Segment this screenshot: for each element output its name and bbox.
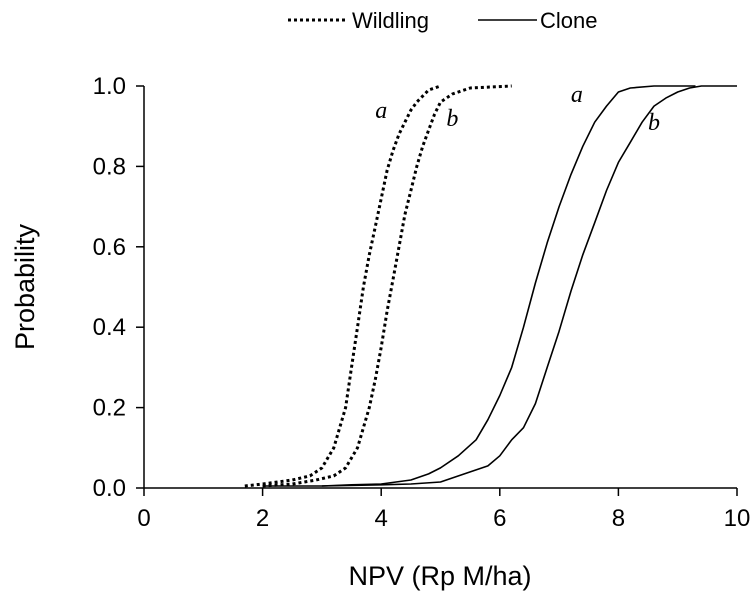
x-tick-label: 0 — [137, 505, 150, 532]
curve-label-clone-a: a — [571, 82, 583, 108]
y-ticks: 0.0 0.2 0.4 0.6 0.8 1.0 — [93, 73, 144, 502]
x-tick-label: 2 — [256, 505, 269, 532]
y-tick-label: 0.0 — [93, 475, 126, 502]
curve-label-clone-b: b — [648, 110, 660, 136]
y-tick-label: 1.0 — [93, 73, 126, 100]
series-clone-a — [262, 85, 696, 487]
curve-label-wildling-b: b — [446, 106, 458, 132]
y-axis-title: Probability — [10, 223, 40, 350]
y-tick-label: 0.2 — [93, 395, 126, 422]
series-clone-b — [321, 85, 737, 487]
legend: Wildling Clone — [288, 8, 597, 33]
series-wildling-b — [262, 84, 512, 488]
legend-label-wildling: Wildling — [352, 8, 429, 33]
legend-label-clone: Clone — [540, 8, 597, 33]
y-tick-label: 0.6 — [93, 234, 126, 261]
series-wildling-a — [244, 84, 441, 488]
x-tick-label: 6 — [493, 505, 506, 532]
x-tick-label: 4 — [375, 505, 388, 532]
x-tick-label: 10 — [724, 505, 751, 532]
axes — [143, 86, 737, 489]
series-layer — [244, 84, 737, 488]
x-tick-label: 8 — [612, 505, 625, 532]
x-ticks: 0 2 4 6 8 10 — [137, 488, 750, 532]
y-tick-label: 0.8 — [93, 153, 126, 180]
curve-labels: a b a b — [375, 82, 660, 136]
y-tick-label: 0.4 — [93, 314, 126, 341]
curve-label-wildling-a: a — [375, 98, 387, 124]
x-axis-title: NPV (Rp M/ha) — [348, 561, 531, 591]
